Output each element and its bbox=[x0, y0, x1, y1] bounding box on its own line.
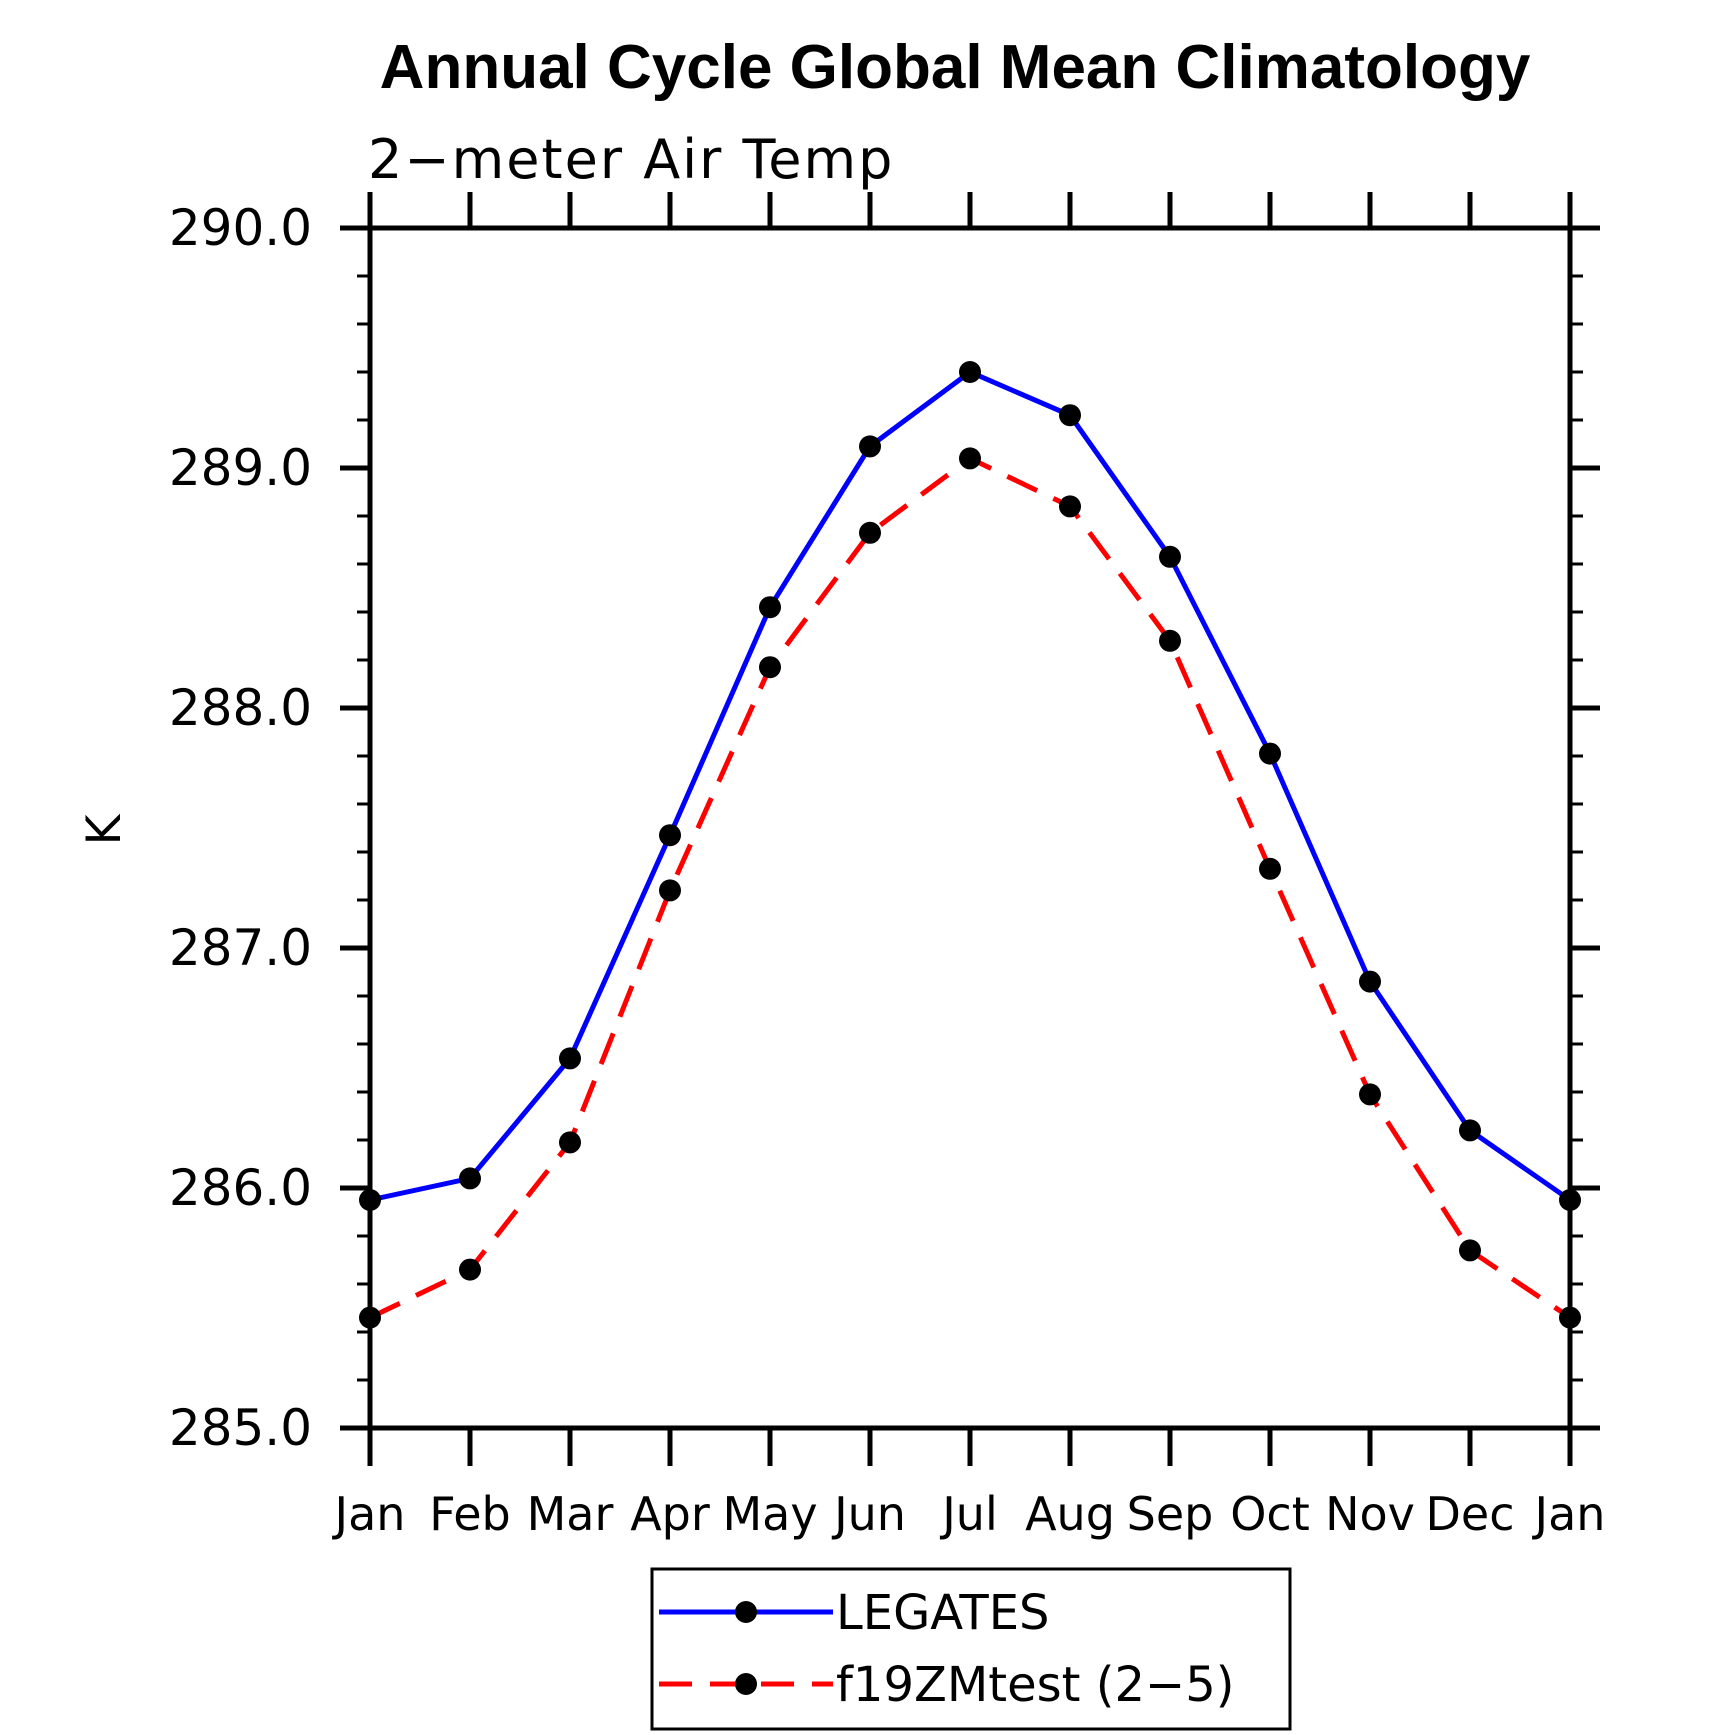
x-tick-label: Jan bbox=[332, 1487, 406, 1541]
data-point bbox=[1159, 545, 1181, 568]
legend-label: LEGATES bbox=[836, 1585, 1050, 1641]
data-point bbox=[1159, 629, 1181, 652]
x-tick-label: May bbox=[722, 1487, 817, 1541]
x-tick-label: Jan bbox=[1532, 1487, 1606, 1541]
plot-area: 285.0 286.0 287.0 288.0 289.0 290.0 Jan Feb Mar A… bbox=[169, 192, 1606, 1541]
legend-marker bbox=[735, 1673, 757, 1695]
data-point bbox=[559, 1131, 581, 1154]
data-point bbox=[359, 1189, 381, 1211]
data-point bbox=[1059, 404, 1081, 427]
y-tick-label: 289.0 bbox=[169, 439, 312, 497]
data-point bbox=[659, 824, 681, 847]
data-point bbox=[1059, 495, 1081, 518]
data-point bbox=[659, 879, 681, 902]
y-tick-label: 288.0 bbox=[169, 679, 312, 737]
legend-box bbox=[650, 1567, 1292, 1731]
x-tick-label: Oct bbox=[1230, 1487, 1310, 1541]
data-point bbox=[959, 447, 981, 470]
plot-frame bbox=[367, 225, 1573, 1431]
legend: LEGATES f19ZMtest (2−5) bbox=[650, 1567, 1292, 1731]
data-point bbox=[859, 521, 881, 544]
x-tick-label: Apr bbox=[630, 1487, 710, 1541]
data-point bbox=[459, 1258, 481, 1281]
series-line bbox=[368, 455, 1572, 1320]
data-point bbox=[1359, 1083, 1381, 1106]
x-tick-label: Sep bbox=[1127, 1487, 1214, 1541]
data-point bbox=[1359, 970, 1381, 993]
x-tick-label: Aug bbox=[1025, 1487, 1115, 1541]
chart-title: Annual Cycle Global Mean Climatology bbox=[380, 33, 1531, 102]
x-tick-label: Mar bbox=[527, 1487, 614, 1541]
x-tick-label: Feb bbox=[429, 1487, 510, 1541]
data-point bbox=[759, 596, 781, 619]
data-point bbox=[559, 1047, 581, 1070]
x-tick-label: Jun bbox=[831, 1487, 906, 1541]
y-tick-label: 285.0 bbox=[169, 1399, 312, 1457]
y-tick-label: 286.0 bbox=[169, 1159, 312, 1217]
data-point bbox=[459, 1167, 481, 1190]
data-point bbox=[1459, 1119, 1481, 1142]
y-axis-label: K bbox=[77, 813, 132, 845]
data-point bbox=[1259, 742, 1281, 765]
series-line bbox=[369, 369, 1572, 1203]
x-tick-label: Dec bbox=[1425, 1487, 1514, 1541]
data-point bbox=[1559, 1306, 1581, 1329]
legend-marker bbox=[735, 1601, 757, 1623]
data-point bbox=[1459, 1239, 1481, 1262]
y-tick-label: 290.0 bbox=[169, 199, 312, 257]
y-tick-label: 287.0 bbox=[169, 919, 312, 977]
x-tick-label: Nov bbox=[1325, 1487, 1415, 1541]
data-point bbox=[1259, 857, 1281, 880]
legend-label: f19ZMtest (2−5) bbox=[836, 1657, 1234, 1713]
data-point bbox=[959, 361, 981, 383]
x-tick-label: Jul bbox=[939, 1487, 998, 1541]
data-point bbox=[1559, 1189, 1581, 1211]
chart-subtitle: 2−meter Air Temp bbox=[368, 128, 894, 191]
data-point bbox=[859, 435, 881, 458]
data-point bbox=[359, 1306, 381, 1329]
data-point bbox=[759, 656, 781, 679]
